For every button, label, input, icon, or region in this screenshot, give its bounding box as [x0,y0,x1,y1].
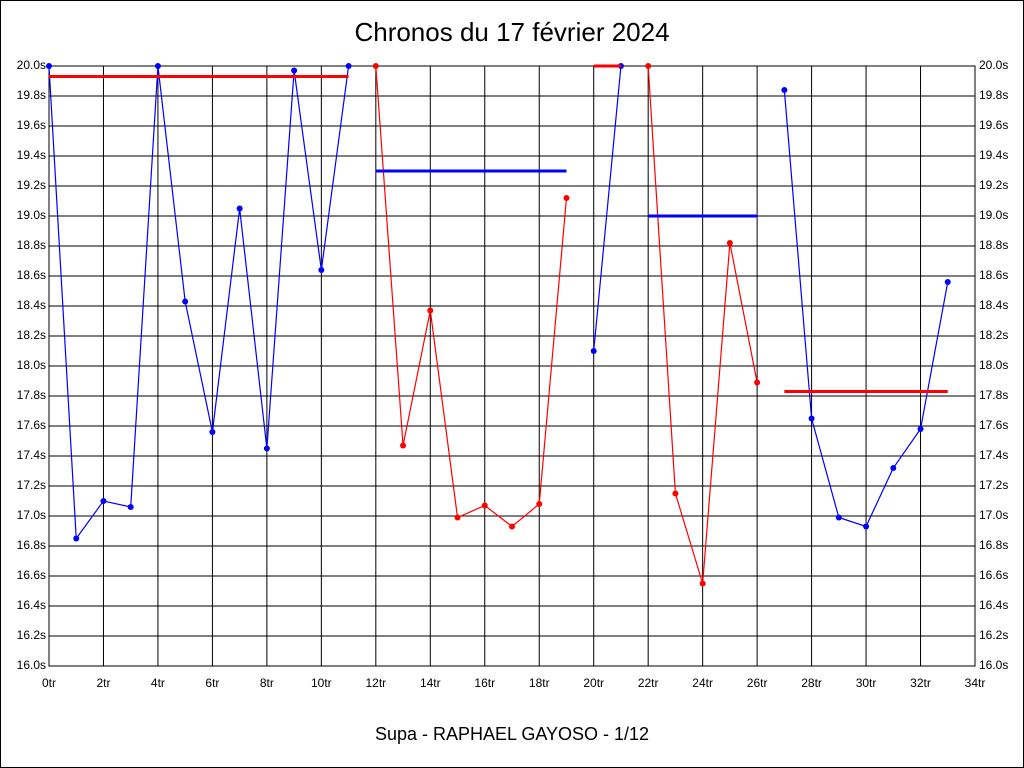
data-point [781,87,788,93]
y-tick-label: 17.0s [17,508,46,522]
data-point [236,205,243,212]
x-tick-label: 4tr [151,676,165,690]
data-point [590,348,597,354]
data-point [345,63,352,69]
y-tick-label: 16.6s [17,568,46,582]
y-tick-label-right: 17.4s [979,448,1008,462]
chart-title: Chronos du 17 février 2024 [354,17,669,47]
data-point [808,415,815,422]
data-point [291,67,298,74]
y-tick-label-right: 17.0s [979,508,1008,522]
x-tick-label: 20tr [583,676,604,690]
y-tick-label: 16.0s [17,658,46,672]
y-tick-label: 19.8s [17,88,46,102]
data-point [127,504,134,510]
data-point [400,442,407,449]
y-tick-label: 17.2s [17,478,46,492]
data-point [209,429,216,435]
y-tick-label-right: 18.4s [979,298,1008,312]
x-tick-label: 2tr [96,676,110,690]
y-tick-label-right: 19.2s [979,178,1008,192]
y-tick-label-right: 17.2s [979,478,1008,492]
y-tick-label: 17.6s [17,418,46,432]
data-point [890,465,897,471]
y-tick-label-right: 20.0s [979,58,1008,72]
y-tick-label: 18.0s [17,358,46,372]
x-tick-label: 22tr [638,676,659,690]
data-point [754,379,761,386]
y-tick-label-right: 18.0s [979,358,1008,372]
data-point [73,535,80,542]
x-tick-label: 18tr [529,676,550,690]
y-tick-label-right: 18.2s [979,328,1008,342]
data-point [509,523,515,530]
data-point [726,240,733,246]
data-point [372,63,379,69]
x-tick-label: 24tr [692,676,713,690]
data-point [944,279,951,285]
data-point [563,195,570,201]
x-tick-label: 28tr [801,676,822,690]
y-tick-label: 18.2s [17,328,46,342]
data-point [318,267,325,273]
chart-subtitle: Supa - RAPHAEL GAYOSO - 1/12 [375,724,649,744]
y-tick-label-right: 18.8s [979,238,1008,252]
x-tick-label: 16tr [474,676,495,690]
x-tick-label: 26tr [747,676,768,690]
data-point [536,501,543,507]
y-tick-label: 17.8s [17,388,46,402]
x-tick-label: 30tr [856,676,877,690]
data-point [454,514,461,521]
y-tick-label-right: 16.8s [979,538,1008,552]
data-point [835,514,842,521]
y-tick-label: 17.4s [17,448,46,462]
y-tick-label: 18.8s [17,238,46,252]
y-tick-label-right: 17.8s [979,388,1008,402]
data-point [699,580,706,587]
data-point [427,307,434,314]
x-tick-label: 8tr [260,676,274,690]
y-tick-label: 18.4s [17,298,46,312]
data-point [263,445,270,452]
data-point [917,426,924,432]
x-tick-label: 10tr [311,676,332,690]
y-tick-label: 19.0s [17,208,46,222]
y-tick-label: 16.4s [17,598,46,612]
x-tick-label: 6tr [205,676,219,690]
data-point [154,63,161,69]
data-point [672,490,679,497]
data-point [182,298,189,305]
y-tick-label-right: 16.6s [979,568,1008,582]
y-tick-label-right: 16.4s [979,598,1008,612]
data-point [645,63,652,69]
y-tick-label-right: 18.6s [979,268,1008,282]
x-tick-label: 14tr [420,676,441,690]
y-tick-label: 19.2s [17,178,46,192]
y-tick-label-right: 16.0s [979,658,1008,672]
data-point [100,498,107,504]
y-tick-label: 16.2s [17,628,46,642]
x-tick-label: 34tr [965,676,986,690]
y-tick-label-right: 17.6s [979,418,1008,432]
y-tick-label: 18.6s [17,268,46,282]
data-point [46,63,52,69]
x-tick-label: 12tr [365,676,386,690]
y-tick-label-right: 19.0s [979,208,1008,222]
y-tick-label-right: 19.8s [979,88,1008,102]
y-tick-label-right: 19.4s [979,148,1008,162]
y-tick-label-right: 16.2s [979,628,1008,642]
y-tick-label: 20.0s [17,58,46,72]
y-tick-label: 19.4s [17,148,46,162]
x-tick-label: 32tr [910,676,931,690]
y-tick-label: 19.6s [17,118,46,132]
x-tick-label: 0tr [42,676,56,690]
data-point [481,502,488,509]
y-tick-label: 16.8s [17,538,46,552]
y-tick-label-right: 19.6s [979,118,1008,132]
data-point [863,523,870,530]
